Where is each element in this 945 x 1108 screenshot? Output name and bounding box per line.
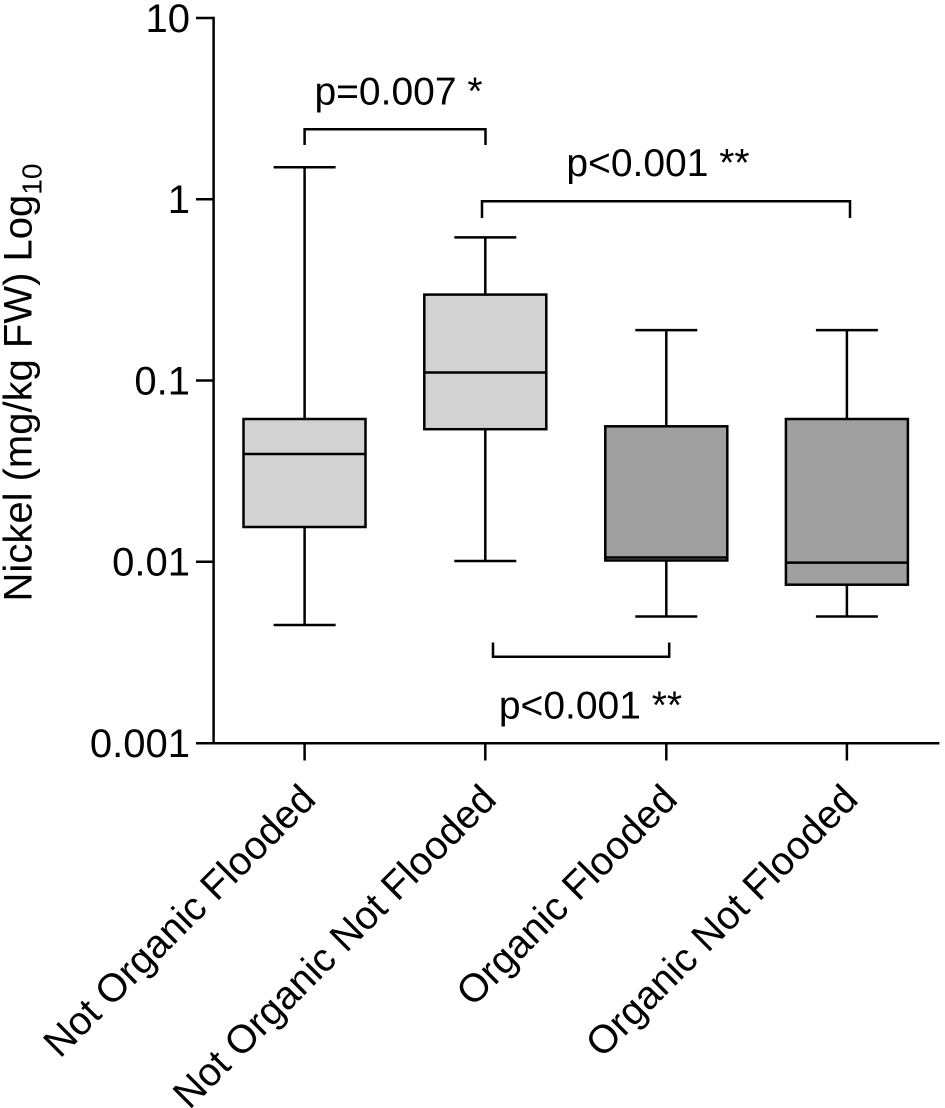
svg-text:0.1: 0.1: [134, 359, 190, 403]
svg-text:10: 10: [146, 0, 191, 41]
svg-text:1: 1: [168, 178, 190, 222]
svg-text:Nickel (mg/kg FW) Log10: Nickel (mg/kg FW) Log10: [0, 164, 48, 602]
svg-text:0.001: 0.001: [90, 722, 190, 766]
svg-text:p=0.007 *: p=0.007 *: [314, 71, 482, 114]
svg-text:0.01: 0.01: [112, 541, 190, 585]
svg-text:p<0.001 **: p<0.001 **: [566, 142, 749, 185]
svg-text:p<0.001 **: p<0.001 **: [499, 685, 682, 728]
